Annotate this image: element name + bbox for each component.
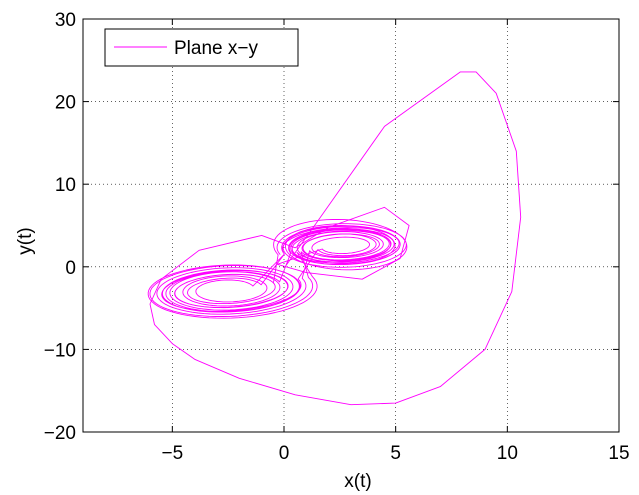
y-tick-label: 0: [65, 258, 76, 279]
x-tick-label: −5: [161, 443, 183, 464]
y-tick-label: 30: [55, 10, 76, 31]
y-axis-label: y(t): [15, 227, 36, 254]
axes-box: [82, 18, 620, 433]
y-tick-label: −10: [44, 340, 76, 361]
y-tick-label: 20: [55, 93, 76, 114]
x-tick-label: 10: [497, 443, 518, 464]
series-line-plane-xy: [147, 71, 522, 406]
y-tick-label: −20: [44, 423, 76, 444]
x-tick-label: 15: [608, 443, 629, 464]
tick-labels: −5 0 5 10 15 −20 −10 0 10 20 30: [44, 10, 630, 464]
data-layer: [147, 71, 522, 406]
y-tick-label: 10: [55, 175, 76, 196]
legend-label: Plane x−y: [174, 38, 258, 59]
x-tick-label: 0: [279, 443, 290, 464]
x-tick-label: 5: [390, 443, 401, 464]
legend: Plane x−y: [104, 28, 299, 67]
x-axis-label: x(t): [344, 471, 371, 492]
